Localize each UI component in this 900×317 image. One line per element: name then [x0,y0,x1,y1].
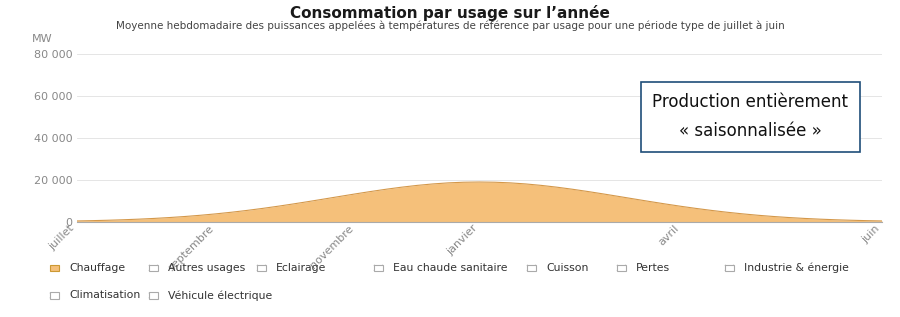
Text: MW: MW [32,34,53,44]
Text: Chauffage: Chauffage [69,263,125,273]
Text: Industrie & énergie: Industrie & énergie [744,262,850,273]
Text: Autres usages: Autres usages [168,263,246,273]
Text: Pertes: Pertes [636,263,670,273]
Text: Eau chaude sanitaire: Eau chaude sanitaire [393,263,508,273]
Text: Véhicule électrique: Véhicule électrique [168,290,273,301]
Text: Production entièrement
« saisonnalisée »: Production entièrement « saisonnalisée » [652,93,849,140]
Text: Consommation par usage sur l’année: Consommation par usage sur l’année [290,5,610,21]
Text: Moyenne hebdomadaire des puissances appelées à températures de référence par usa: Moyenne hebdomadaire des puissances appe… [115,21,785,31]
Text: Climatisation: Climatisation [69,290,140,301]
Text: Eclairage: Eclairage [276,263,327,273]
Text: Cuisson: Cuisson [546,263,589,273]
